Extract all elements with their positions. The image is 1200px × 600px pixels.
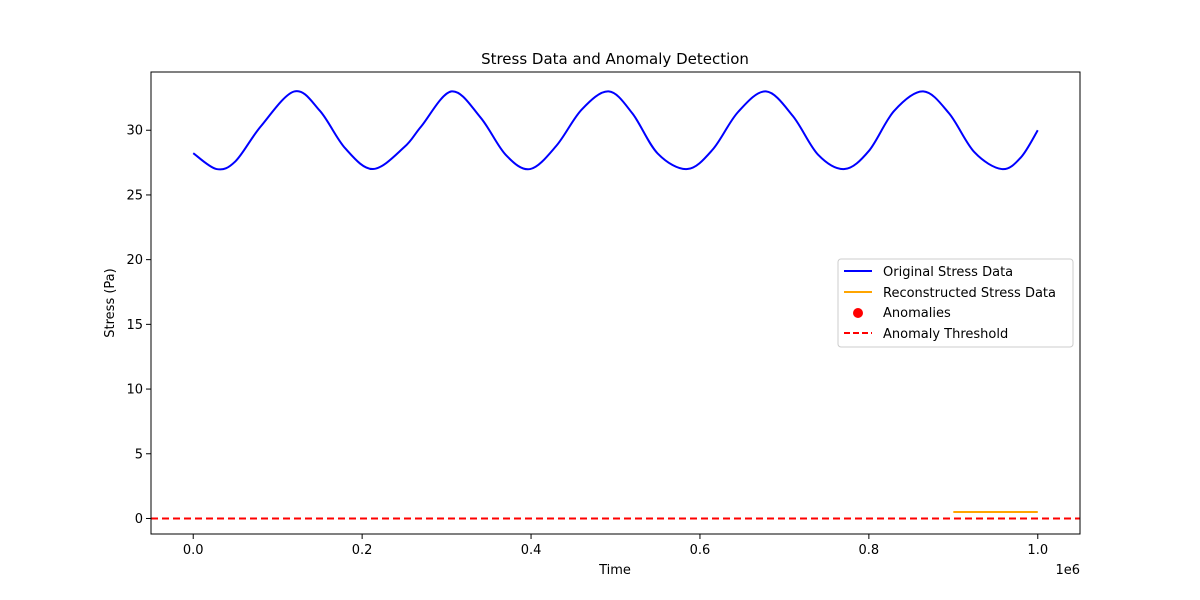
y-tick-label: 5 (135, 447, 143, 462)
y-tick-label: 20 (126, 253, 143, 268)
legend-box (837, 258, 1074, 348)
x-axis-offset-label: 1e6 (1055, 563, 1080, 578)
legend-swatch-anomalies (853, 308, 863, 318)
x-tick-label: 0.8 (859, 543, 880, 558)
y-tick-label: 25 (126, 188, 143, 203)
y-axis-label: Stress (Pa) (103, 268, 118, 337)
y-tick-label: 10 (126, 383, 143, 398)
y-tick-label: 30 (126, 124, 143, 139)
plot-area (150, 71, 1081, 535)
series-layer (151, 90, 1080, 520)
legend-label-reconstructed: Reconstructed Stress Data (883, 286, 1056, 301)
legend-label-original: Original Stress Data (883, 265, 1013, 280)
x-axis: 0.0 0.2 0.4 0.6 0.8 1.0 (183, 534, 1048, 558)
legend-label-anomalies: Anomalies (883, 306, 951, 321)
legend-label-threshold: Anomaly Threshold (883, 327, 1008, 342)
x-tick-label: 0.0 (183, 543, 204, 558)
chart-title: Stress Data and Anomaly Detection (481, 50, 749, 68)
x-tick-label: 1.0 (1027, 543, 1048, 558)
y-axis: 0 5 10 15 20 25 30 (126, 124, 151, 527)
plot-frame (150, 71, 1081, 535)
series-line-0 (192, 90, 1039, 171)
x-axis-label: Time (598, 563, 631, 578)
x-tick-label: 0.4 (521, 543, 542, 558)
y-tick-label: 0 (135, 512, 143, 527)
y-tick-label: 15 (126, 318, 143, 333)
x-tick-label: 0.6 (690, 543, 711, 558)
x-tick-label: 0.2 (352, 543, 373, 558)
legend: Original Stress Data Reconstructed Stres… (837, 258, 1074, 348)
